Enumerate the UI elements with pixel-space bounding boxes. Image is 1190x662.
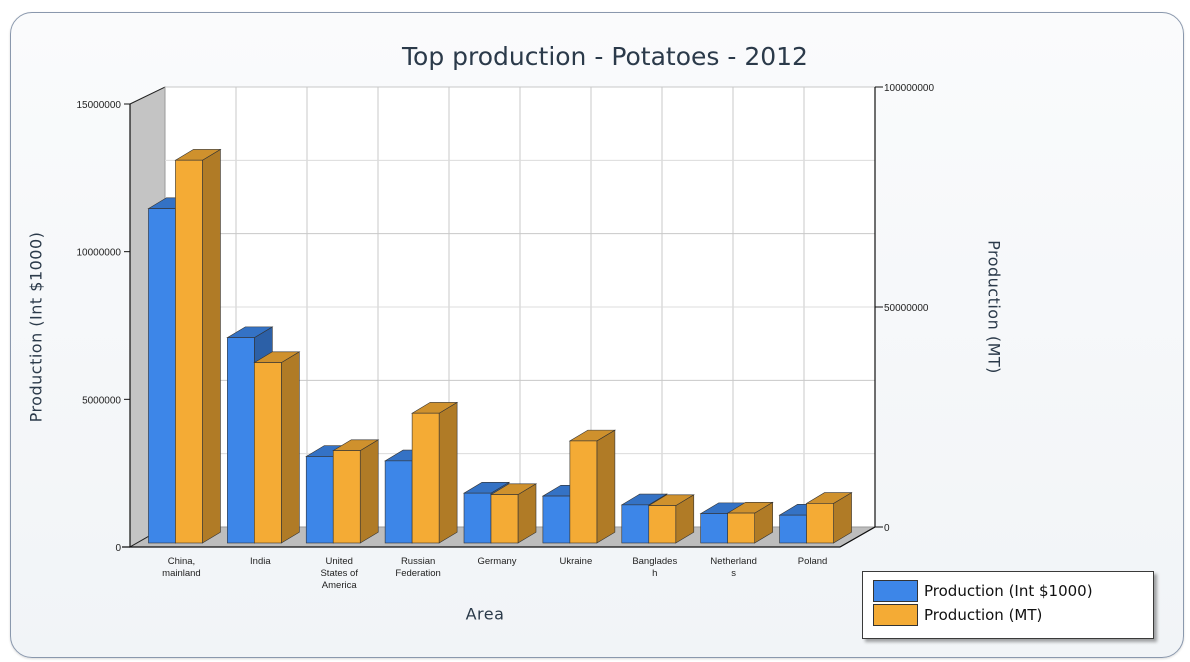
bar-series-1 [227,337,255,544]
x-tick-label: China, mainland [162,556,201,579]
chart-legend: Production (Int $1000) Production (MT) [862,571,1154,639]
bar-series-2-side [202,148,221,544]
bar-series-2-side [359,439,379,544]
bar-series-2 [648,505,677,544]
bar-series-2 [569,440,598,544]
bar-series-1 [621,504,650,544]
bar-series-2 [490,494,519,544]
legend-item-series-2: Production (MT) [873,604,1042,626]
x-tick-label: Banglades h [632,556,677,579]
bar-series-2 [806,503,834,544]
chart-title: Top production - Potatoes - 2012 [402,42,808,71]
bar-series-1 [305,456,334,544]
legend-swatch-series-2 [873,604,918,626]
x-axis-label: Area [465,604,505,624]
bar-series-1 [779,514,807,544]
bar-series-2-side [596,429,616,544]
y-tick-label-left: 15000000 [77,100,122,111]
y-tick-label-left: 0 [115,543,121,554]
bar-series-1 [384,460,413,544]
x-tick-label: Poland [798,556,828,567]
y-tick-label-right: 50000000 [884,303,929,314]
legend-label-series-2: Production (MT) [924,606,1043,624]
legend-label-series-1: Production (Int $1000) [924,582,1093,600]
legend-swatch-series-1 [873,580,918,602]
legend-item-series-1: Production (Int $1000) [873,580,1093,602]
bar-series-2 [332,450,361,544]
x-axis-depth [839,526,876,548]
x-tick-label: Germany [477,556,516,567]
x-tick-label: Russian Federation [395,556,440,579]
bar-series-1 [542,495,571,544]
bar-series-1 [700,513,728,544]
x-tick-label: India [250,556,271,567]
y-tick-label-left: 5000000 [82,395,121,406]
bar-series-2-side [438,401,458,544]
y-tick-label-right: 100000000 [884,83,934,94]
bar-series-1 [148,208,176,544]
y-tick-label-right: 0 [884,523,890,534]
bar-series-2 [254,362,282,544]
bar-series-2-side [281,351,300,544]
bar-series-2 [727,512,755,544]
x-tick-label: Ukraine [560,556,593,567]
x-tick-label: Netherland s [710,556,756,579]
bar-series-2 [175,159,203,544]
x-tick-label: United States of America [320,556,358,591]
bar-series-2 [411,412,440,544]
y-tick-label-left: 10000000 [77,248,122,259]
bar-series-1 [463,492,492,544]
